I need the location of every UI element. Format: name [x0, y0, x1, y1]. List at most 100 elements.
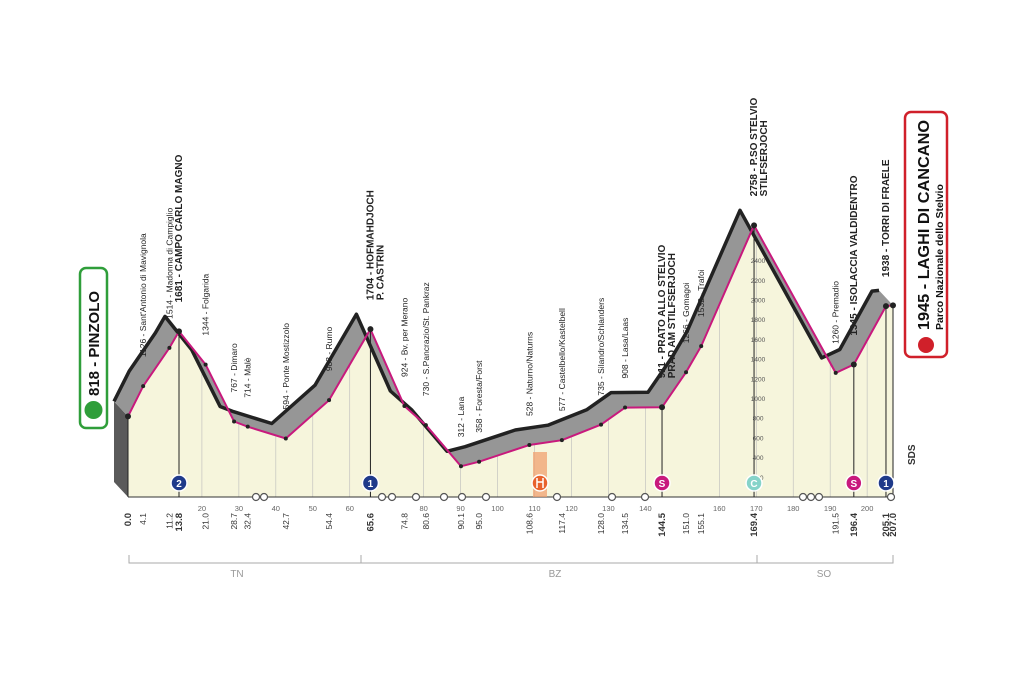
waypoint-dot — [850, 361, 857, 368]
waypoint-label: 924 - Bv. per Merano — [399, 297, 409, 376]
km-label: 128.0 — [596, 513, 606, 535]
y-tick-label: 800 — [753, 416, 764, 423]
waypoint-label: 1681 - CAMPO CARLO MAGNO — [174, 154, 185, 302]
waypoint-label: 1260 - Premadio — [831, 281, 841, 344]
profile-face — [128, 225, 893, 498]
x-tick-label: 40 — [272, 504, 280, 513]
y-tick-label: 1800 — [751, 317, 766, 324]
waypoint-dot — [367, 326, 374, 333]
waypoint-dot — [684, 370, 689, 375]
waypoint-label: 577 - Castelbello/Kastelbell — [557, 308, 567, 411]
category-marker — [745, 474, 763, 492]
waypoint-label: 1126 - Sant'Antonio di Mavignola — [138, 233, 148, 357]
waypoint-label: 1344 - Folgarida — [201, 273, 211, 335]
y-tick-label: 1200 — [751, 376, 766, 383]
km-label: 144.5 — [657, 512, 668, 536]
x-tick-label: 50 — [309, 504, 317, 513]
km-label: 42.7 — [281, 513, 291, 530]
relief-edge — [112, 208, 880, 454]
waypoint-dot — [402, 403, 407, 408]
y-tick-label: 1600 — [751, 337, 766, 344]
x-tick-label: 130 — [602, 504, 615, 513]
x-tick-label: 90 — [456, 504, 464, 513]
category-marker-text: 1 — [883, 479, 889, 490]
waypoint-dot — [141, 384, 146, 389]
waypoint-label: 528 - Naturno/Naturns — [524, 332, 534, 416]
waypoint-dot — [283, 436, 288, 441]
waypoint-dot — [599, 422, 604, 427]
km-label: 191.5 — [831, 513, 841, 535]
waypoint-label: 358 - Foresta/Forst — [474, 360, 484, 433]
profile-line — [127, 223, 894, 468]
waypoint-dot — [176, 328, 182, 335]
x-tick-label: 100 — [491, 504, 504, 513]
km-label: 90.1 — [456, 513, 466, 530]
waypoint-label: 2758 - P.SO STELVIO — [749, 98, 760, 197]
minor-icons — [251, 492, 896, 502]
waypoint-label: 908 - Lasa/Laas — [620, 318, 630, 379]
waypoint-dot — [559, 438, 564, 443]
waypoint-label: 767 - Dimaro — [229, 343, 239, 392]
waypoint-dot — [833, 370, 838, 375]
category-marker — [361, 474, 380, 492]
x-tick-label: 180 — [787, 504, 800, 513]
km-label: 54.4 — [324, 513, 334, 530]
waypoint-sublabel: P. CASTRIN — [375, 245, 386, 300]
waypoint-label: 714 - Malè — [243, 357, 253, 397]
side-note: SDS — [907, 444, 918, 465]
km-label: 11.2 — [164, 513, 174, 529]
km-label: 151.0 — [681, 513, 691, 535]
km-label: 80.6 — [421, 513, 431, 530]
feed-icon — [531, 474, 549, 492]
start-box — [78, 266, 109, 430]
km-label: 117.4 — [557, 513, 567, 534]
region-label: BZ — [549, 569, 562, 580]
category-marker — [845, 474, 863, 492]
km-label: 155.1 — [696, 513, 706, 535]
waypoint-label: 735 - Silandro/Schlanders — [596, 298, 606, 396]
waypoint-label: 312 - Lana — [456, 396, 466, 437]
waypoint-sublabel: STILFSERJOCH — [759, 120, 770, 196]
waypoint-dot — [659, 404, 666, 411]
km-label: 205.1 — [881, 512, 892, 536]
y-tick-label: 2400 — [751, 258, 766, 265]
region-label: TN — [230, 569, 243, 580]
waypoint-label: 1938 - TORRI DI FRAELE — [881, 159, 892, 277]
waypoint-dot — [890, 302, 896, 309]
km-label: 169.4 — [749, 512, 760, 536]
km-label: 108.6 — [524, 513, 534, 535]
category-marker-text: 1 — [368, 479, 374, 490]
waypoint-dot — [477, 459, 482, 464]
x-tick-label: 140 — [639, 504, 652, 513]
category-marker-text: S — [850, 479, 857, 490]
start-label: 818 - PINZOLO — [86, 291, 103, 396]
waypoint-dot — [458, 464, 463, 469]
waypoint-dot — [882, 303, 889, 310]
km-label: 28.7 — [229, 513, 239, 530]
y-tick-label: 1000 — [751, 396, 766, 403]
category-marker-text: 2 — [176, 479, 182, 490]
km-label: 65.6 — [365, 513, 376, 532]
waypoint-dot — [167, 345, 172, 350]
waypoint-dot — [527, 442, 532, 447]
x-tick-label: 20 — [198, 504, 206, 513]
km-label: 74.8 — [399, 513, 409, 530]
finish-label: 1945 - LAGHI DI CANCANO — [916, 120, 933, 330]
category-marker-text: C — [750, 479, 757, 490]
waypoint-dot — [623, 405, 628, 410]
category-marker — [877, 474, 895, 492]
y-tick-label: 1400 — [751, 357, 766, 364]
waypoint-dot — [699, 344, 704, 349]
feed-icon-glyph — [536, 478, 544, 488]
x-tick-label: 160 — [713, 504, 726, 513]
waypoint-label: 1266 - Gomagoi — [681, 282, 691, 343]
km-label: 95.0 — [474, 513, 484, 530]
km-label: 207.0 — [888, 513, 899, 537]
x-tick-label: 120 — [565, 504, 578, 513]
waypoint-label: 1532 - Trafoi — [696, 269, 706, 317]
category-marker — [170, 474, 188, 492]
km-label: 4.1 — [138, 513, 148, 525]
category-marker — [653, 474, 671, 492]
